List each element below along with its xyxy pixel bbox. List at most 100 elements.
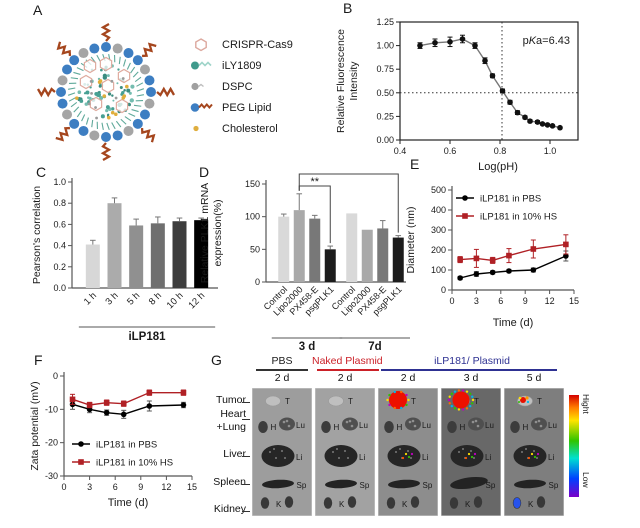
kidney-organ	[347, 496, 357, 508]
peg-spike	[100, 142, 112, 162]
x-category-label: 8 h	[147, 290, 164, 307]
liver-fluorescence	[533, 455, 537, 459]
spleen-organ	[514, 479, 546, 489]
row-tick	[242, 402, 250, 403]
x-tick-label: 0.8	[494, 146, 507, 156]
legend-entry: iLP181 in PBS	[96, 440, 157, 451]
lung-organ	[531, 417, 547, 431]
group-underline-naked	[317, 369, 379, 371]
cholesterol-dot	[125, 84, 129, 89]
x-tick-label: 3	[87, 482, 92, 492]
kidney-organ	[284, 496, 294, 508]
lung-organ	[405, 417, 421, 431]
bar	[293, 210, 305, 282]
liver-tag: Li	[296, 453, 302, 462]
row-tick	[242, 456, 250, 457]
shell-lipid-head	[89, 43, 100, 54]
bar	[129, 225, 144, 288]
kidney-organ	[260, 497, 270, 509]
organ-image-col5: T H Lu Li Sp K	[503, 387, 565, 521]
tumor-fluorescence	[452, 391, 470, 409]
y-tick-label: -20	[45, 438, 58, 448]
x-tick-label: 6	[498, 296, 503, 306]
x-tick-label: 9	[138, 482, 143, 492]
group-header-pbs: PBS	[271, 355, 293, 367]
crispr-cargo	[99, 56, 113, 72]
x-tick-label: 15	[569, 296, 579, 306]
shell-lipid-head	[132, 55, 143, 66]
y-tick-label: 0.00	[376, 135, 394, 145]
organ-image-col4: T H Lu Li Sp K	[440, 387, 502, 521]
shell-lipid-head	[78, 125, 89, 136]
legend-label: iLY1809	[222, 59, 262, 72]
spleen-tag: Sp	[549, 481, 559, 490]
liver-tag: Li	[548, 453, 554, 462]
organ-image-col3: T H Lu Li Sp K	[377, 387, 439, 521]
shell-lipid-head	[62, 109, 73, 120]
cholesterol-dot	[122, 94, 127, 98]
heart-organ	[447, 421, 457, 433]
y-axis-title: Relative Fluorescence	[335, 29, 347, 133]
shell-lipid-head	[101, 42, 111, 52]
y-axis-title: Relative PLK1 mRNA	[199, 183, 211, 283]
liver-fluorescence	[530, 452, 534, 456]
y-tick-label: 0.4	[53, 241, 66, 251]
dspc-lipid-icon	[191, 82, 204, 91]
liver-fluorescence	[410, 452, 414, 456]
shell-lipid-head	[89, 130, 100, 141]
kidney-tag: K	[465, 500, 471, 509]
row-label-lung: +Lung	[216, 421, 247, 433]
heart-tag: H	[397, 423, 403, 432]
panel-c-label: C	[36, 164, 47, 180]
liver-organ	[387, 445, 421, 467]
significance-stars: **	[310, 176, 319, 188]
panel-d-label: D	[199, 164, 210, 180]
y-axis-title: Intensity	[348, 61, 360, 101]
cholesterol-dot	[114, 112, 118, 117]
x-axis-title: Time (d)	[108, 497, 149, 509]
y-tick-label: 0.2	[53, 262, 66, 272]
y-tick-label: 0	[53, 371, 58, 381]
shell-lipid-head	[78, 48, 89, 59]
x-tick-label: 1.0	[544, 146, 557, 156]
y-tick-label: 150	[245, 179, 260, 189]
cholesterol-dot	[102, 94, 107, 98]
cholesterol-dot	[106, 115, 111, 120]
kidney-organ	[386, 497, 396, 509]
legend-item-dspc: DSPC	[188, 76, 293, 97]
kidney-tag: K	[402, 500, 408, 509]
ily1809-lipid-icon	[191, 61, 212, 70]
x-axis-title: Log(pH)	[478, 161, 518, 173]
time-label-col1: 2 d	[274, 372, 290, 384]
spleen-organ	[262, 479, 294, 489]
x-axis-title: Time (d)	[493, 317, 534, 329]
bar	[85, 244, 100, 288]
lung-tag: Lu	[296, 421, 305, 430]
organ-image-col2: T H Lu Li Sp K	[314, 387, 376, 521]
peg-spike	[100, 22, 112, 42]
legend-entry: iLP181 in PBS	[480, 194, 541, 205]
shell-lipid-head	[57, 75, 68, 86]
y-tick-label: 200	[431, 245, 446, 255]
chart-B: 0.00 0.25 0.50 0.75 1.00 1.25 0.4 0.6 0.8 1.0 Rela…	[335, 17, 579, 173]
time-label-col2: 2 d	[337, 372, 353, 384]
lung-organ	[342, 417, 358, 431]
y-axis-title: Pearson's correlation	[31, 186, 43, 284]
crispr-hexagon-icon	[195, 38, 207, 52]
time-label-col5: 5 d	[526, 372, 542, 384]
legend-item-ily1809: iLY1809	[188, 55, 293, 76]
heart-organ	[258, 421, 268, 433]
row-label-heart: Heart	[220, 408, 246, 420]
pka-annotation: pKa=6.43	[523, 35, 570, 47]
y-tick-label: 1.25	[376, 17, 394, 27]
kidney-fluorescence	[513, 497, 521, 509]
bar	[172, 221, 187, 288]
liver-fluorescence	[473, 452, 477, 456]
tumor-tag: T	[537, 397, 542, 406]
colorbar-low-label: Low	[581, 472, 591, 488]
x-tick-label: 12	[161, 482, 171, 492]
kidney-tag: K	[339, 500, 345, 509]
shell-lipid-head	[123, 48, 134, 59]
liver-fluorescence	[536, 452, 540, 456]
x-tick-label: 0.4	[394, 146, 407, 156]
